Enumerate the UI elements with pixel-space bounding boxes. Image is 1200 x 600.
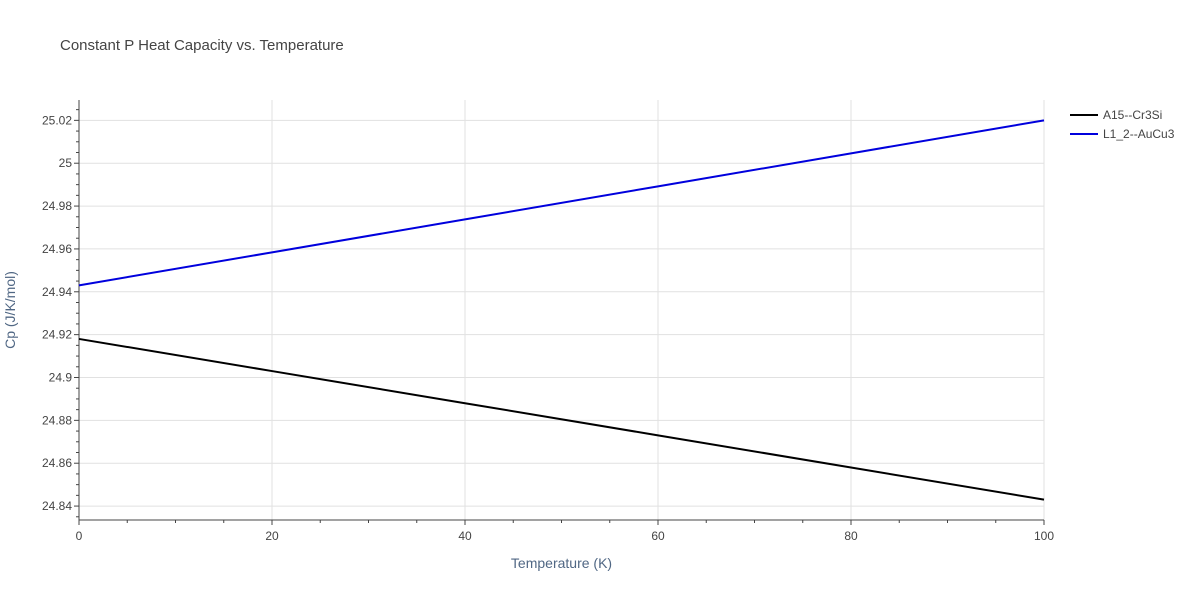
x-tick-label: 40 xyxy=(458,529,472,543)
legend-label-1: A15--Cr3Si xyxy=(1103,108,1162,122)
x-tick-label: 0 xyxy=(76,529,83,543)
y-tick-label: 24.86 xyxy=(42,456,72,470)
y-tick-label: 25.02 xyxy=(42,113,72,127)
chart-title: Constant P Heat Capacity vs. Temperature xyxy=(60,37,344,54)
series-line-2 xyxy=(78,119,1045,287)
x-tick-label: 60 xyxy=(651,529,665,543)
grid xyxy=(79,100,1045,520)
legend[interactable]: A15--Cr3Si L1_2--AuCu3 xyxy=(1070,108,1175,141)
series-lines xyxy=(78,119,1045,501)
x-tick-label: 80 xyxy=(844,529,858,543)
y-tick-label: 24.84 xyxy=(42,499,72,513)
y-tick-label: 24.98 xyxy=(42,199,72,213)
y-tick-label: 24.94 xyxy=(42,285,72,299)
y-tick-label: 24.88 xyxy=(42,413,72,427)
series-line-1 xyxy=(78,337,1045,501)
x-axis-label: Temperature (K) xyxy=(511,555,612,571)
y-axis-label: Cp (J/K/mol) xyxy=(2,271,18,349)
y-tick-label: 24.92 xyxy=(42,328,72,342)
y-tick-label: 24.9 xyxy=(49,371,73,385)
y-tick-label: 24.96 xyxy=(42,242,72,256)
y-tick-label: 25 xyxy=(59,156,73,170)
axes: 24.84 24.86 24.88 24.9 24.92 24.94 24.96 24.98 2… xyxy=(42,100,1054,543)
legend-label-2: L1_2--AuCu3 xyxy=(1103,127,1175,141)
x-tick-label: 20 xyxy=(265,529,279,543)
x-tick-label: 100 xyxy=(1034,529,1054,543)
